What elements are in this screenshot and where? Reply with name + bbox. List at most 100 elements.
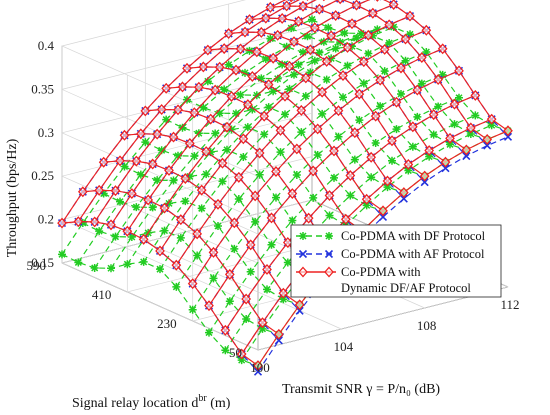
asterisk-marker bbox=[58, 250, 66, 259]
asterisk-marker bbox=[202, 170, 211, 179]
diamond-marker bbox=[349, 127, 360, 139]
diamond-marker bbox=[171, 259, 182, 271]
asterisk-marker bbox=[331, 44, 340, 53]
asterisk-marker bbox=[322, 75, 331, 84]
asterisk-marker bbox=[413, 112, 422, 121]
asterisk-marker bbox=[471, 111, 480, 120]
asterisk-marker bbox=[343, 61, 352, 70]
asterisk-marker bbox=[359, 79, 368, 88]
asterisk-marker bbox=[450, 120, 459, 129]
x-marker bbox=[420, 178, 429, 187]
diamond-marker bbox=[152, 128, 163, 140]
diamond-marker bbox=[454, 65, 464, 77]
z-axis-label: Throughput (bps/Hz) bbox=[5, 138, 20, 257]
z-tick-label: 0.35 bbox=[31, 81, 54, 96]
diamond-marker bbox=[208, 246, 219, 258]
asterisk-marker bbox=[141, 138, 150, 147]
diamond-marker bbox=[419, 170, 430, 182]
asterisk-marker bbox=[205, 328, 213, 337]
diamond-marker bbox=[305, 44, 316, 56]
asterisk-marker bbox=[401, 56, 410, 65]
asterisk-marker bbox=[313, 150, 322, 159]
diamond-marker bbox=[271, 166, 281, 178]
asterisk-marker bbox=[285, 84, 294, 93]
diamond-marker bbox=[210, 84, 221, 96]
diamond-marker bbox=[126, 188, 137, 200]
asterisk-marker bbox=[288, 216, 297, 225]
x-marker bbox=[378, 212, 388, 222]
asterisk-marker bbox=[132, 203, 141, 212]
diamond-marker bbox=[147, 158, 158, 170]
diamond-marker bbox=[155, 245, 165, 257]
asterisk-marker bbox=[355, 116, 364, 125]
diamond-marker bbox=[296, 104, 307, 116]
x-marker bbox=[298, 249, 308, 259]
x-axis-label: Transmit SNR γ = P/n₀ (dB) bbox=[282, 382, 440, 397]
asterisk-marker bbox=[220, 85, 229, 94]
diamond-marker bbox=[214, 61, 225, 73]
asterisk-marker bbox=[330, 173, 338, 182]
asterisk-marker bbox=[267, 240, 276, 249]
asterisk-marker bbox=[417, 79, 426, 88]
x-marker bbox=[503, 132, 513, 141]
asterisk-marker bbox=[368, 31, 377, 40]
diamond-marker bbox=[242, 99, 253, 111]
diamond-marker bbox=[143, 194, 154, 206]
diamond-marker bbox=[461, 144, 472, 156]
surfaces bbox=[57, 0, 513, 376]
asterisk-marker bbox=[215, 109, 224, 118]
diamond-marker bbox=[257, 317, 268, 329]
diamond-marker bbox=[251, 46, 262, 58]
diamond-marker bbox=[266, 212, 277, 224]
diamond-marker bbox=[312, 123, 323, 135]
diamond-marker bbox=[273, 328, 284, 340]
diamond-marker bbox=[250, 190, 261, 202]
asterisk-marker bbox=[255, 170, 264, 179]
diamond-marker bbox=[277, 12, 288, 24]
asterisk-marker bbox=[165, 199, 173, 208]
asterisk-marker bbox=[371, 139, 380, 148]
asterisk-marker bbox=[408, 142, 417, 151]
asterisk-marker bbox=[246, 267, 255, 276]
legend-label-2: Dynamic DF/AF Protocol bbox=[341, 281, 471, 295]
asterisk-marker bbox=[209, 274, 218, 283]
diamond-marker bbox=[122, 225, 133, 237]
diamond-marker bbox=[110, 185, 121, 197]
y-grid-0 bbox=[257, 133, 509, 351]
asterisk-marker bbox=[107, 264, 115, 273]
diamond-marker bbox=[340, 213, 351, 225]
legend-box bbox=[290, 224, 502, 298]
asterisk-marker bbox=[74, 258, 83, 267]
asterisk-marker bbox=[425, 152, 434, 161]
asterisk-marker bbox=[466, 129, 475, 138]
asterisk-marker bbox=[214, 221, 222, 230]
diamond-marker bbox=[164, 164, 174, 176]
diamond-marker bbox=[387, 135, 397, 147]
asterisk-marker bbox=[211, 129, 220, 138]
asterisk-marker bbox=[309, 193, 318, 202]
asterisk-marker bbox=[199, 103, 208, 112]
diamond-marker bbox=[470, 89, 481, 101]
diamond-marker bbox=[287, 188, 298, 200]
diamond-marker bbox=[300, 72, 311, 84]
asterisk-marker bbox=[334, 132, 343, 141]
asterisk-marker bbox=[287, 24, 296, 33]
asterisk-marker bbox=[172, 282, 181, 291]
x-marker bbox=[253, 367, 263, 376]
asterisk-marker bbox=[116, 197, 124, 206]
diamond-marker bbox=[193, 81, 204, 93]
asterisk-marker bbox=[223, 145, 231, 154]
diamond-marker bbox=[482, 134, 493, 145]
x-marker bbox=[324, 249, 334, 259]
diamond-marker bbox=[245, 239, 256, 251]
asterisk-marker bbox=[350, 155, 359, 164]
x-marker bbox=[441, 164, 450, 173]
asterisk-marker bbox=[236, 90, 245, 99]
asterisk-marker bbox=[272, 193, 280, 202]
diamond-marker bbox=[336, 0, 344, 5]
asterisk-marker bbox=[385, 39, 394, 48]
asterisk-marker bbox=[237, 356, 246, 365]
diamond-marker bbox=[89, 216, 100, 228]
asterisk-marker bbox=[383, 183, 392, 192]
diamond-marker bbox=[272, 29, 283, 41]
